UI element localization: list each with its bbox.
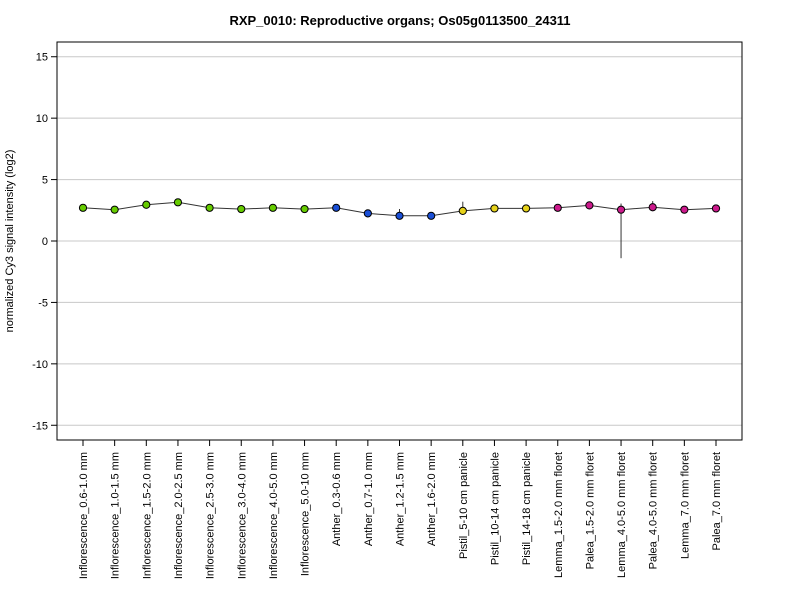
x-axis: Inflorescence_0.6-1.0 mm Inflorescence_1.…	[78, 440, 723, 579]
x-tick-label: Inflorescence_2.5-3.0 mm	[205, 452, 217, 579]
data-point	[300, 204, 309, 214]
x-tick-label: Inflorescence_0.6-1.0 mm	[78, 452, 90, 579]
x-tick-label: Inflorescence_4.0-5.0 mm	[268, 452, 280, 579]
data-point	[680, 205, 689, 214]
data-point	[585, 201, 594, 210]
data-point	[711, 204, 721, 213]
x-tick-label: Inflorescence_2.0-2.5 mm	[173, 452, 185, 579]
y-tick-label: 0	[42, 236, 48, 248]
data-point	[553, 203, 562, 212]
y-tick-label: 15	[36, 52, 48, 64]
x-tick-label: Anther_0.7-1.0 mm	[363, 452, 375, 546]
data-point	[142, 200, 151, 209]
data-point	[173, 198, 183, 207]
y-tick-label: -5	[38, 297, 48, 309]
y-axis-label: normalized Cy3 signal intensity (log2)	[4, 150, 16, 333]
data-points	[78, 198, 721, 220]
x-tick-label: Inflorescence_5.0-10 mm	[300, 452, 312, 576]
x-tick-label: Palea_1.5-2.0 mm floret	[584, 452, 596, 569]
data-point	[616, 205, 626, 214]
x-tick-label: Lemma_1.5-2.0 mm floret	[553, 452, 565, 578]
chart-title: RXP_0010: Reproductive organs; Os05g0113…	[229, 13, 571, 28]
data-point	[110, 205, 119, 214]
y-tick-label: 10	[36, 113, 48, 125]
data-point	[458, 206, 467, 216]
x-tick-label: Palea_4.0-5.0 mm floret	[648, 452, 660, 569]
x-tick-label: Pistil_10-14 cm panicle	[489, 452, 501, 565]
data-point	[522, 204, 531, 213]
data-point	[395, 211, 404, 220]
y-axis: -15 -10 -5 0 5 10 15	[32, 52, 57, 432]
x-tick-label: Inflorescence_3.0-4.0 mm	[236, 452, 248, 579]
data-point	[78, 203, 88, 212]
x-tick-label: Lemma_4.0-5.0 mm floret	[616, 452, 628, 578]
grid	[57, 56, 742, 426]
data-point	[332, 203, 341, 212]
x-tick-label: Inflorescence_1.5-2.0 mm	[141, 452, 153, 579]
x-tick-label: Palea_7.0 mm floret	[711, 452, 723, 550]
y-tick-label: -10	[32, 359, 48, 371]
x-tick-label: Lemma_7.0 mm floret	[679, 452, 691, 559]
data-point	[490, 204, 499, 213]
x-tick-label: Anther_0.3-0.6 mm	[331, 452, 343, 546]
y-tick-label: -15	[32, 420, 48, 432]
x-tick-label: Anther_1.6-2.0 mm	[426, 452, 438, 546]
data-point	[648, 203, 657, 212]
x-tick-label: Pistil_14-18 cm panicle	[521, 452, 533, 565]
data-point	[237, 204, 246, 214]
x-tick-label: Anther_1.2-1.5 mm	[395, 452, 407, 546]
data-point	[427, 211, 436, 220]
y-tick-label: 5	[42, 175, 48, 187]
x-tick-label: Pistil_5-10 cm panicle	[458, 452, 470, 559]
data-point	[268, 203, 277, 212]
data-point	[363, 209, 372, 218]
data-point	[205, 203, 214, 212]
x-tick-label: Inflorescence_1.0-1.5 mm	[110, 452, 122, 579]
